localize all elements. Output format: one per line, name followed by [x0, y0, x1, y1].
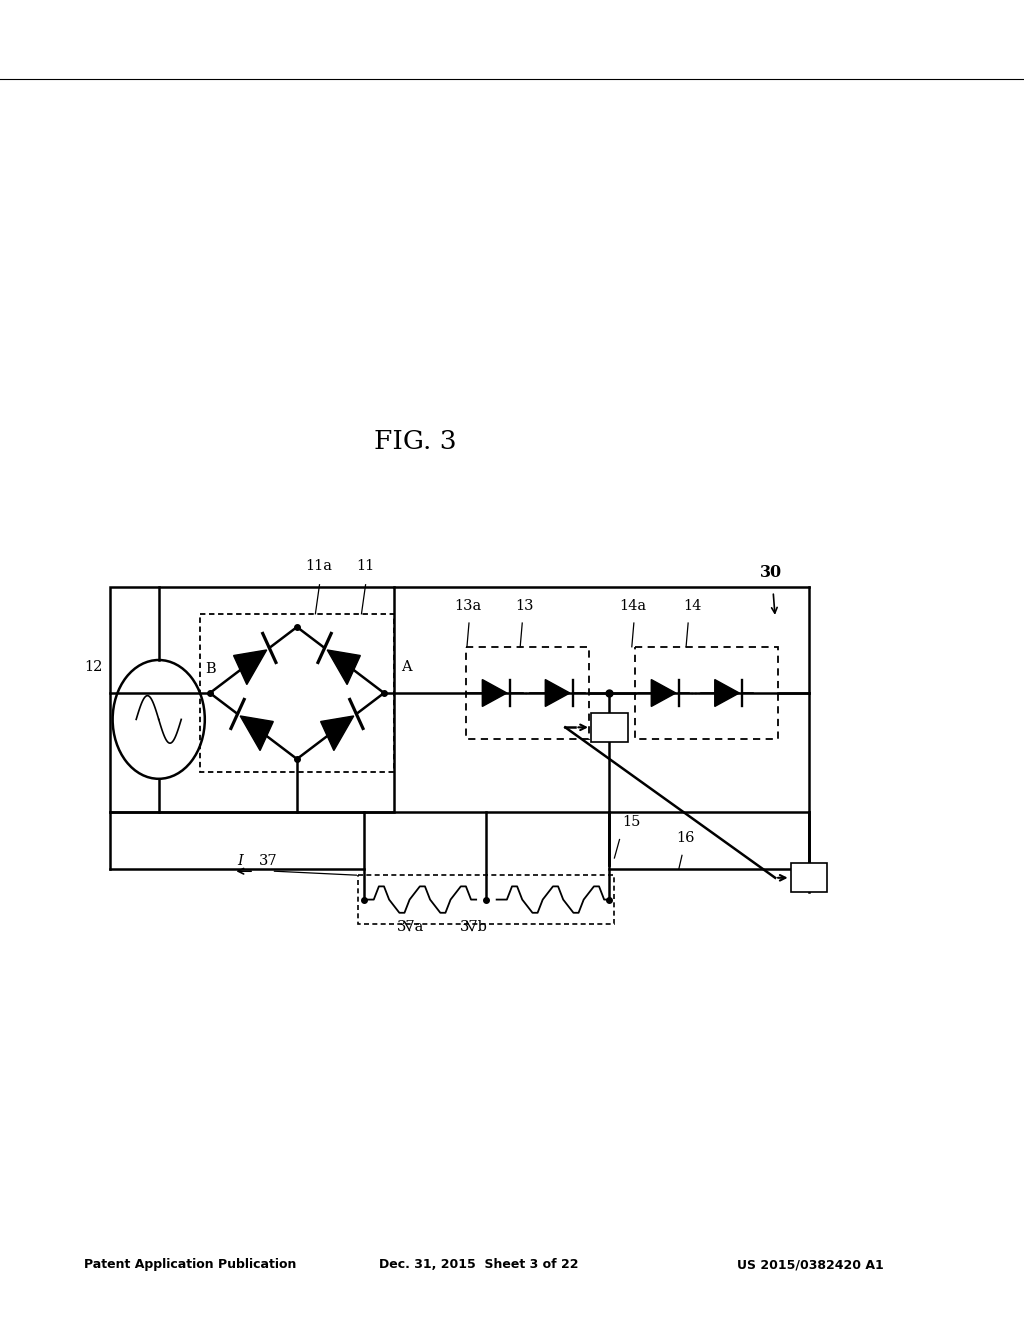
Bar [591, 713, 628, 742]
Text: Patent Application Publication: Patent Application Publication [84, 1258, 296, 1271]
Text: Dec. 31, 2015  Sheet 3 of 22: Dec. 31, 2015 Sheet 3 of 22 [379, 1258, 579, 1271]
Bar [635, 647, 778, 739]
Bar [466, 647, 589, 739]
Bar [791, 863, 827, 892]
Text: 37a: 37a [397, 920, 425, 933]
Bar [358, 875, 614, 924]
Text: 16: 16 [676, 832, 694, 845]
Text: 11a: 11a [305, 560, 332, 573]
Text: 12: 12 [84, 660, 102, 673]
Polygon shape [233, 649, 266, 685]
Text: 14a: 14a [620, 599, 646, 612]
Text: 13: 13 [515, 599, 534, 612]
Text: 30: 30 [760, 564, 782, 581]
Text: 37: 37 [259, 854, 278, 867]
Text: 13a: 13a [455, 599, 482, 612]
Bar [110, 587, 394, 812]
Bar [200, 614, 394, 772]
Polygon shape [321, 715, 353, 751]
Text: FIG. 3: FIG. 3 [374, 429, 457, 454]
Text: 11: 11 [356, 560, 375, 573]
Text: 15: 15 [623, 816, 641, 829]
Polygon shape [328, 649, 360, 685]
Text: 37b: 37b [460, 920, 487, 933]
Polygon shape [241, 715, 273, 751]
Text: B: B [205, 663, 215, 676]
Text: A: A [401, 660, 412, 673]
Polygon shape [545, 680, 569, 706]
Text: US 2015/0382420 A1: US 2015/0382420 A1 [737, 1258, 884, 1271]
Polygon shape [651, 680, 676, 706]
Text: 14: 14 [683, 599, 701, 612]
Polygon shape [715, 680, 739, 706]
Polygon shape [482, 680, 507, 706]
Text: I: I [238, 854, 244, 867]
